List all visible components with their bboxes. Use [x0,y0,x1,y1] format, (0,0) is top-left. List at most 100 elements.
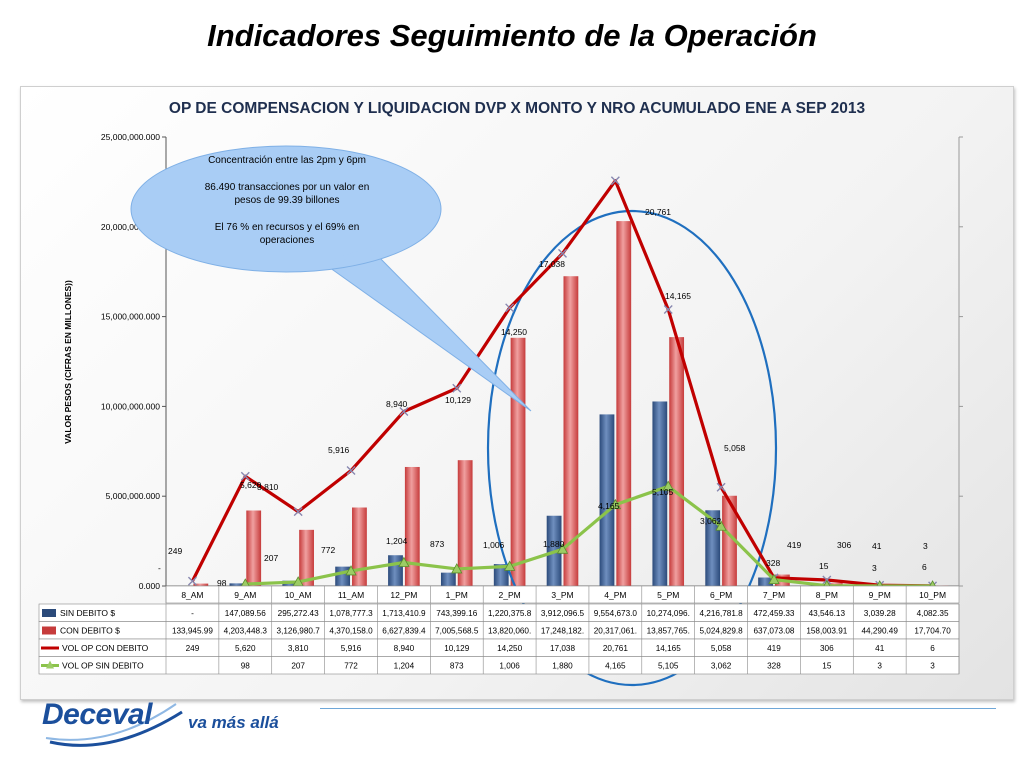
vol-sin-label: - [158,563,161,573]
table-cell: - [191,609,194,618]
table-cell: 637,073.08 [753,627,794,636]
table-cell: 3,062 [711,662,732,671]
legend-label: VOL OP CON DEBITO [62,643,149,653]
bar-con-debito [352,507,367,586]
table-cell: 249 [186,644,200,653]
table-cell: 9,554,673.0 [594,609,638,618]
table-cell: 15 [822,662,832,671]
category-label: 10_PM [919,590,946,600]
table-cell: 772 [344,662,358,671]
page-title: Indicadores Seguimiento de la Operación [207,18,817,53]
vol-sin-debito-marker [609,498,622,510]
table-cell: 41 [875,644,885,653]
table-cell: 1,220,375.8 [488,609,532,618]
bar-con-debito [246,510,262,586]
bar-con-debito [457,460,473,586]
table-cell: 98 [241,662,251,671]
y-tick-label: 5,000,000.000 [106,491,161,501]
logo-swoosh-icon [45,703,183,747]
table-cell: 3,912,096.5 [541,609,585,618]
vol-con-label: 419 [787,540,801,550]
bar-sin-debito [229,583,245,586]
table-cell: 5,620 [235,644,256,653]
table-cell: 147,089.56 [225,609,266,618]
callout-text: operaciones [260,235,314,246]
table-cell: 14,165 [656,644,681,653]
vol-con-label: 8,940 [386,399,408,409]
vol-sin-debito-marker [398,556,410,567]
vol-con-debito-marker [716,482,726,492]
vol-con-label: 306 [837,540,851,550]
table-cell: 5,024,829.8 [699,627,743,636]
bar-con-debito [616,221,632,586]
table-cell: 472,459.33 [753,609,794,618]
category-label: 8_PM [816,590,838,600]
table-cell: 1,204 [394,662,415,671]
table-cell: 4,082.35 [917,609,949,618]
table-cell: 14,250 [497,644,522,653]
table-cell: 873 [450,662,464,671]
table-cell: 44,290.49 [861,627,898,636]
table-cell: 158,003.91 [806,627,847,636]
table-cell: 306 [820,644,834,653]
chart-title: OP DE COMPENSACION Y LIQUIDACION DVP X M… [169,100,866,117]
vol-con-label: 41 [872,541,882,551]
category-label: 3_PM [551,590,573,600]
callout-join [330,247,372,264]
table-cell: 1,880 [552,662,573,671]
category-label: 12_PM [390,590,417,600]
bar-con-debito [510,337,526,586]
table-cell: 4,370,158.0 [329,627,373,636]
table-cell: 133,945.99 [172,627,213,636]
bar-con-debito [299,529,314,586]
table-cell: 3,810 [288,644,309,653]
vol-sin-label: 1,006 [483,540,505,550]
category-label: 5_PM [657,590,679,600]
category-label: 4_PM [604,590,626,600]
table-cell: 20,761 [603,644,628,653]
category-label: 10_AM [285,590,312,600]
category-label: 9_AM [234,590,256,600]
bar-con-debito [669,337,685,586]
logo-wordmark: Deceval [42,698,152,731]
vol-con-debito-marker [293,507,303,517]
table-cell: 207 [291,662,305,671]
legend-label: SIN DEBITO $ [60,608,115,618]
table-cell: 13,857,765. [647,627,690,636]
table-cell: 3,039.28 [864,609,896,618]
highlight-ellipse [486,209,778,687]
vol-con-label: 14,250 [501,327,527,337]
table-cell: 1,078,777.3 [329,609,373,618]
callout-text: pesos de 99.39 billones [234,195,339,206]
vol-sin-debito-marker [662,480,674,491]
bar-con-debito [722,495,737,586]
vol-con-label: 14,165 [665,291,691,301]
bar-con-debito [404,466,420,586]
callout-bubble [130,145,442,273]
vol-sin-label: 6 [922,562,927,572]
category-label: 9_PM [869,590,891,600]
category-label: 11_AM [338,590,364,600]
table-cell: 5,058 [711,644,732,653]
vol-sin-debito-marker [345,565,357,576]
logo-tagline: va más allá [188,713,279,732]
category-label: 7_PM [763,590,785,600]
vol-con-label: 10,129 [445,395,471,405]
vol-sin-label: 772 [321,545,335,555]
vol-sin-debito-marker [715,520,727,531]
vol-sin-debito-line [245,484,933,588]
callout-text: 86.490 transacciones por un valor en [205,182,370,193]
vol-con-label: 17,038 [539,259,565,269]
callout-text: Concentración entre las 2pm y 6pm [208,155,366,166]
table-cell: 43,546.13 [809,609,846,618]
category-label: 8_AM [181,590,203,600]
vol-con-debito-marker [558,248,567,258]
y-tick-label: 10,000,000.000 [101,401,160,411]
table-cell: 3,126,980.7 [277,627,321,636]
bar-con-debito [193,583,209,586]
vol-con-debito-marker [663,304,673,314]
chart-frame: OP DE COMPENSACION Y LIQUIDACION DVP X M… [20,86,1014,700]
vol-con-debito-marker [187,576,197,586]
vol-con-label: 249 [168,546,182,556]
table-cell: 17,704.70 [914,627,951,636]
